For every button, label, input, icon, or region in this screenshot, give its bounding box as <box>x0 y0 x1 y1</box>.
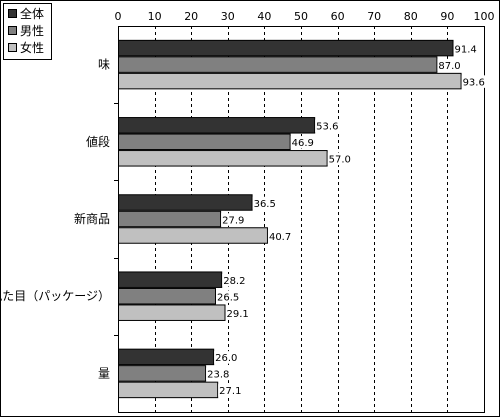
data-label-bg <box>437 58 465 72</box>
data-label-bg <box>461 75 489 88</box>
data-label: 28.2 <box>223 276 245 287</box>
bar <box>118 210 222 228</box>
x-tick-label: 90 <box>440 10 454 23</box>
data-label-bg <box>218 384 245 397</box>
bar <box>118 72 462 90</box>
x-tick-label: 50 <box>294 10 308 23</box>
data-label: 46.9 <box>292 138 314 149</box>
x-tick-label: 20 <box>184 10 198 23</box>
x-tick-label: 80 <box>404 10 418 23</box>
data-label: 29.1 <box>227 309 249 320</box>
bar <box>118 287 216 305</box>
bar <box>118 381 219 399</box>
x-tick-label: 30 <box>221 10 235 23</box>
x-tick-label: 70 <box>367 10 381 23</box>
data-label: 57.0 <box>329 155 351 166</box>
data-label: 91.4 <box>455 44 477 55</box>
legend-label: 女性 <box>20 40 44 55</box>
bar <box>118 365 207 382</box>
legend-label: 全体 <box>20 6 44 21</box>
bar <box>118 304 226 321</box>
category-label: 味 <box>98 58 110 72</box>
legend-swatch <box>8 43 17 52</box>
x-tick-label: 10 <box>148 10 162 23</box>
legend-label: 男性 <box>20 24 44 38</box>
data-label: 23.8 <box>207 370 229 381</box>
data-label-bg <box>221 213 248 226</box>
data-label-bg <box>206 367 233 381</box>
bar <box>118 117 316 134</box>
bar <box>118 56 438 73</box>
bar <box>118 133 291 151</box>
data-label-bg <box>267 229 295 243</box>
category-label: 量 <box>98 366 110 380</box>
bar <box>118 150 328 167</box>
bar <box>118 348 215 366</box>
data-label: 27.9 <box>222 215 244 226</box>
bar <box>118 194 253 211</box>
x-tick-labels: 0 10 20 30 40 50 60 70 80 90 100 <box>115 10 495 23</box>
data-label: 26.0 <box>215 353 237 364</box>
data-label: 36.5 <box>254 199 276 210</box>
x-tick-label: 40 <box>257 10 271 23</box>
data-label-bg <box>214 351 241 364</box>
data-label-bg <box>222 273 250 287</box>
data-label: 93.6 <box>463 77 485 88</box>
bar <box>118 271 223 288</box>
data-labels: 91.4 87.093.6 53.646.9 57.0 36.5 27.9 40.7 28.2… <box>206 42 489 397</box>
bars <box>118 39 462 399</box>
category-label: 値段 <box>86 134 110 149</box>
data-label-bg <box>252 196 280 210</box>
x-tick-label: 60 <box>331 10 345 23</box>
data-label-bg <box>225 306 253 320</box>
x-tick-label: 100 <box>474 10 495 23</box>
data-label: 40.7 <box>269 232 291 243</box>
bar <box>118 227 268 244</box>
data-label-bg <box>315 119 342 133</box>
data-label-bg <box>290 136 318 149</box>
data-label: 87.0 <box>438 61 460 72</box>
data-label: 53.6 <box>316 122 338 133</box>
data-label-bg <box>453 42 481 55</box>
bar <box>118 39 454 57</box>
category-label: 新商品 <box>74 211 110 226</box>
data-label-bg <box>327 152 355 166</box>
data-label-bg <box>215 290 243 303</box>
data-label: 26.5 <box>217 292 239 303</box>
legend-swatch <box>8 26 17 35</box>
category-label: 見た目（パッケージ） <box>0 289 110 303</box>
x-tick-label: 0 <box>115 10 122 23</box>
legend-swatch <box>8 9 17 18</box>
data-label: 27.1 <box>219 386 241 397</box>
